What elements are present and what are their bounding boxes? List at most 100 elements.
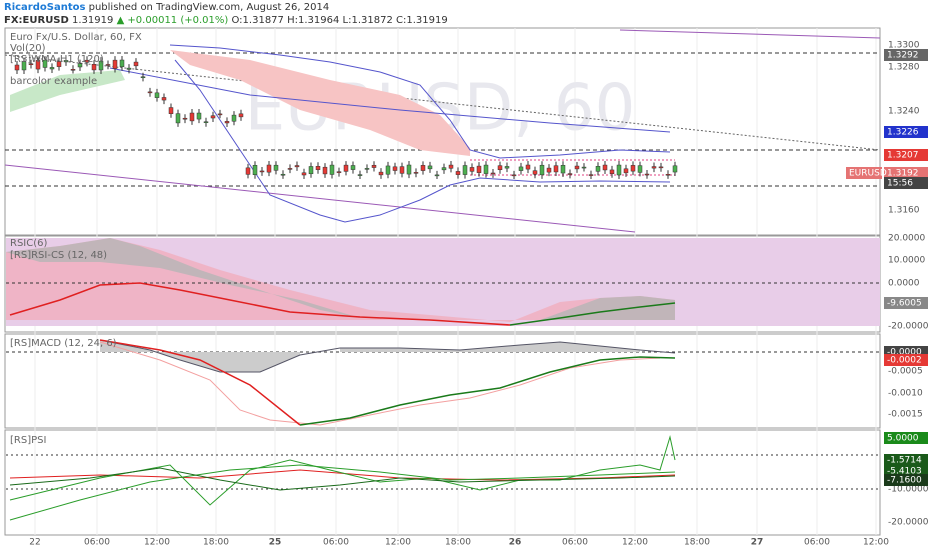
indicator-label: [RS]WMA-H1 (120) [10, 54, 104, 65]
candle-body [532, 170, 538, 175]
axis-tick-label: -0.0015 [888, 410, 923, 420]
candle-body [308, 166, 314, 175]
time-label: 27 [751, 538, 764, 548]
published: published on TradingView.com, August 26,… [89, 2, 330, 13]
candle-body [119, 59, 125, 68]
axis-tick-label: 10.0000 [888, 256, 925, 266]
candle-body [378, 171, 384, 176]
candle-body [224, 121, 230, 124]
candle-body [343, 164, 349, 172]
axis-tick-label: -20.0000 [888, 322, 929, 332]
indicator-label: [RS]MACD (12, 24, 6) [10, 338, 117, 349]
price-tag-label: 15:56 [887, 179, 913, 189]
close: C:1.31919 [396, 15, 448, 26]
author[interactable]: RicardoSantos [4, 2, 85, 13]
axis-labels: 1.3300 1.3280 1.3240 1.3160 1.3292 1.3226 1.32… [846, 41, 929, 528]
candle-body [644, 173, 650, 176]
candle-body [462, 165, 468, 175]
candle-body [609, 169, 615, 175]
time-label: 06:00 [323, 538, 349, 548]
candle-body [420, 165, 426, 171]
candle-body [217, 113, 223, 116]
candle-body [203, 121, 209, 123]
time-label: 25 [269, 538, 282, 548]
candle-body [539, 164, 545, 176]
candle-body [154, 92, 160, 98]
candle-body [63, 60, 69, 63]
price-tag [884, 126, 928, 138]
candle-body [147, 91, 153, 94]
candle-body [427, 165, 433, 170]
candle-body [658, 166, 664, 169]
price-tag [884, 49, 928, 61]
macd-drawings [6, 339, 880, 426]
axis-tick-label: -10.0000 [888, 485, 929, 495]
candle-body [511, 174, 517, 177]
candle-body [49, 67, 55, 70]
axis-tick-label: 0.0000 [888, 279, 920, 289]
candle-body [273, 164, 279, 171]
candle-body [245, 167, 251, 175]
candle-body [21, 61, 27, 71]
candle-body [133, 61, 139, 67]
candle-body [98, 60, 104, 71]
time-label: 06:00 [804, 538, 830, 548]
time-label: 06:00 [562, 538, 588, 548]
candle-body [70, 69, 76, 71]
candle-body [469, 167, 475, 172]
candle-body [14, 64, 20, 71]
indicator-label: barcolor example [10, 76, 97, 87]
candle-body [189, 112, 195, 122]
quote-line: FX:EURUSD 1.31919 ▲ +0.00011 (+0.01%) O:… [4, 15, 448, 26]
time-label: 18:00 [445, 538, 471, 548]
axis-tick-label: 1.3280 [888, 63, 920, 73]
candle-body [588, 174, 594, 176]
indicator-label: RSIC(6) [10, 238, 47, 249]
candle-body [210, 115, 216, 119]
candle-body [602, 164, 608, 171]
candle-body [616, 164, 622, 176]
open: O:1.31877 [231, 15, 283, 26]
candle-body [91, 64, 97, 71]
axis-tick-label: -0.0005 [888, 367, 923, 377]
candle-body [84, 59, 90, 63]
price-axis [881, 28, 932, 535]
candle-body [294, 165, 300, 168]
candle-body [490, 172, 496, 175]
candle-body [182, 117, 188, 120]
candle-body [56, 61, 62, 67]
candle-body [672, 165, 678, 173]
price-tag-label: 5.0000 [887, 434, 919, 444]
price-tag-label: EURUSD [849, 169, 887, 179]
time-label: 18:00 [684, 538, 710, 548]
candle-body [168, 107, 174, 114]
candle-body [280, 173, 286, 176]
price-tag-label: 1.3192 [887, 169, 919, 179]
candle-body [77, 63, 83, 68]
time-label: 12:00 [144, 538, 170, 548]
candle-body [364, 168, 370, 170]
candle-body [140, 76, 146, 79]
candle-body [322, 166, 328, 175]
main-drawings [4, 29, 881, 233]
candle-body [42, 59, 48, 68]
low: L:1.31872 [343, 15, 393, 26]
candle-body [28, 63, 34, 65]
time-label: 12:00 [385, 538, 411, 548]
candle-body [595, 166, 601, 172]
candle-body [392, 166, 398, 171]
candle-body [448, 164, 454, 169]
candle-body [567, 173, 573, 175]
candle-body [525, 164, 531, 170]
candle-body [175, 113, 181, 124]
indicator-label: [RS]PSI [10, 435, 46, 446]
price-tag-label: 1.3226 [887, 128, 919, 138]
indicator-label: [RS]RSI-CS (12, 48) [10, 250, 107, 261]
candle-body [329, 164, 335, 175]
candle-body [371, 164, 377, 168]
candle-body [112, 59, 118, 69]
time-label: 18:00 [203, 538, 229, 548]
candle-body [266, 164, 272, 173]
candle-body [441, 167, 447, 171]
price-tag [884, 167, 928, 179]
